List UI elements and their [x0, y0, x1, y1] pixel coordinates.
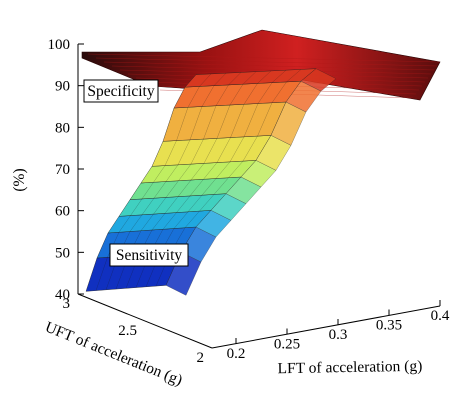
lft-tick-label: 0.35: [376, 318, 402, 334]
sensitivity-mesh-line: [243, 83, 258, 105]
sensitivity-wall: [300, 68, 337, 92]
uft-tick-label: 3: [63, 296, 71, 312]
sensitivity-mesh-line: [177, 179, 192, 197]
sensitivity-mesh-line: [216, 137, 231, 163]
z-tick-label: 80: [55, 120, 70, 136]
sensitivity-mesh-line: [242, 136, 258, 162]
sensitivity-mesh-line: [151, 213, 166, 231]
surface: [81, 29, 441, 296]
sensitivity-mesh-line: [213, 177, 229, 195]
sensitivity-mesh-line: [176, 195, 191, 213]
sensitivity-mesh-line: [257, 70, 272, 84]
sensitivity-mesh-line: [95, 257, 108, 291]
z-axis-label: (%): [11, 168, 28, 191]
sensitivity-mesh-line: [153, 165, 166, 183]
sensitivity-mesh-line: [164, 140, 177, 166]
sensitivity-mesh-line: [215, 161, 231, 179]
z-tick-label: 60: [55, 204, 70, 220]
sensitivity-mesh-line: [201, 85, 215, 107]
sensitivity-mesh-line: [228, 72, 242, 86]
uft-tick-labels: 22.53: [63, 296, 205, 366]
annotation-specificity: Specificity: [83, 79, 159, 103]
sensitivity-mesh-line: [189, 179, 204, 197]
sensitivity-mesh-line: [216, 104, 231, 139]
sensitivity-mesh-line: [243, 103, 259, 137]
z-tick-label: 50: [55, 245, 70, 261]
z-tick-label: 40: [55, 287, 70, 303]
lft-tick-labels: 0.2 0.25 0.3 0.35 0.4: [227, 300, 450, 362]
sensitivity-mesh-line: [190, 139, 204, 165]
sensitivity-mesh-line: [229, 84, 244, 106]
lft-tick-label: 0.3: [329, 327, 348, 343]
sensitivity-mesh-line: [201, 178, 217, 196]
specificity-label: Specificity: [87, 83, 154, 100]
lft-axis-label: LFT of acceleration (g): [277, 358, 422, 378]
specificity-mesh-line: [111, 65, 432, 75]
sensitivity-mesh-line: [129, 214, 143, 232]
sensitivity-mesh-line: [184, 210, 200, 228]
sensitivity-mesh-line: [189, 106, 203, 140]
uft-tick-label: 2.5: [118, 323, 137, 339]
lft-axis-line: [211, 305, 441, 349]
sensitivity-mesh-line: [165, 164, 179, 182]
sensitivity-mesh-line: [271, 70, 287, 83]
lft-tick-label: 0.2: [227, 346, 246, 362]
sensitivity-mesh-line: [153, 197, 167, 215]
sensitivity-mesh-line: [177, 139, 191, 165]
sensitivity-mesh-line: [176, 107, 189, 141]
uft-axis-line: [77, 293, 213, 349]
specificity-mesh-line: [103, 61, 435, 71]
specificity-mesh-line: [87, 53, 441, 63]
sensitivity-mesh-line: [242, 71, 257, 85]
sensitivity-mesh-line: [165, 180, 179, 198]
sensitivity-mesh-line: [199, 194, 215, 212]
sensitivity-mesh-line: [229, 136, 245, 162]
sensitivity-mesh-line: [257, 102, 273, 137]
sensitivity-mesh-line: [173, 211, 189, 229]
sensitivity-mesh-line: [203, 162, 218, 180]
sensitivity-mesh-line: [286, 69, 302, 83]
sensitivity-mesh-line: [162, 212, 177, 230]
sensitivity-mesh-line: [187, 86, 200, 108]
annotation-sensitivity: Sensitivity: [109, 243, 189, 267]
sensitivity-mesh-line: [141, 182, 154, 200]
sensitivity-mesh-line: [141, 198, 155, 215]
sensitivity-mesh-line: [187, 195, 203, 212]
z-tick-label: 70: [55, 162, 70, 178]
sensitivity-mesh-line: [203, 138, 218, 164]
z-tick-label: 90: [55, 79, 70, 95]
uft-axis-label: UFT of acceleration (g): [43, 319, 185, 390]
sensitivity-mesh-line: [130, 198, 143, 216]
lft-tick-label: 0.25: [274, 337, 300, 353]
sensitivity-mesh-line: [230, 104, 245, 138]
sensitivity-mesh-line: [213, 73, 227, 86]
sensitivity-mesh-line: [271, 81, 287, 103]
sensitivity-mesh-line: [118, 215, 131, 233]
z-tick-label: 100: [48, 37, 71, 53]
sensitivity-mesh-line: [164, 196, 179, 214]
sensitivity-band: [162, 101, 287, 142]
sensitivity-mesh-line: [190, 163, 205, 181]
sensitivity-label: Sensitivity: [116, 247, 183, 264]
sensitivity-mesh-line: [178, 163, 192, 181]
sensitivity-mesh-line: [228, 160, 244, 178]
sensitivity-mesh-line: [199, 73, 212, 87]
sensitivity-mesh-line: [215, 84, 229, 106]
specificity-mesh-line: [95, 57, 438, 67]
sensitivity-mesh-line: [257, 82, 273, 104]
lft-tick-label: 0.4: [431, 308, 450, 324]
z-tick-labels: 40 50 60 70 80 90 100: [48, 37, 84, 303]
sensitivity-mesh-line: [203, 105, 217, 140]
sensitivity-mesh-line: [140, 213, 154, 231]
uft-tick-label: 2: [197, 350, 205, 366]
sensitivity-mesh-line: [153, 181, 167, 199]
